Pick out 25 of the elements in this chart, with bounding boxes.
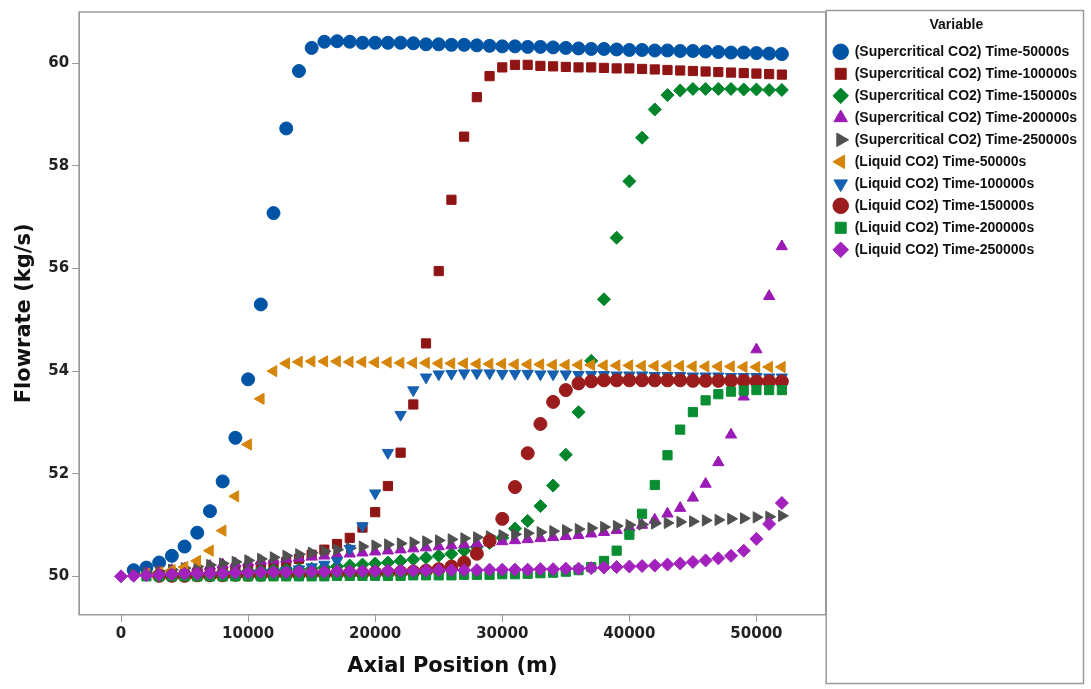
legend-label: (Supercritical CO2) Time-200000s [854,108,1078,125]
y-axis-title: Flowrate (kg/s) [11,223,36,404]
x-tick-label: 40000 [603,623,656,642]
legend-label: (Supercritical CO2) Time-50000s [854,42,1070,59]
legend-label: (Liquid CO2) Time-100000s [854,174,1035,191]
legend-title: Variable [929,15,984,32]
legend-label: (Supercritical CO2) Time-250000s [854,130,1078,147]
legend-label: (Liquid CO2) Time-200000s [854,218,1035,235]
legend-label: (Liquid CO2) Time-250000s [854,240,1035,257]
legend-label: (Supercritical CO2) Time-100000s [854,64,1078,81]
y-tick-label: 58 [48,155,70,174]
x-tick-label: 30000 [476,623,529,642]
x-tick-label: 0 [115,623,127,642]
legend-label: (Liquid CO2) Time-150000s [854,196,1035,213]
legend-label: (Supercritical CO2) Time-150000s [854,86,1078,103]
y-tick-label: 60 [48,53,70,72]
y-tick-label: 52 [48,463,70,482]
x-tick-label: 20000 [349,623,402,642]
x-tick-label: 10000 [222,623,275,642]
y-tick-label: 56 [48,258,70,277]
y-tick-label: 50 [48,566,70,585]
y-tick-label: 54 [48,361,70,380]
legend-label: (Liquid CO2) Time-50000s [854,152,1027,169]
x-axis-title: Axial Position (m) [347,652,558,677]
x-tick-label: 50000 [730,623,783,642]
